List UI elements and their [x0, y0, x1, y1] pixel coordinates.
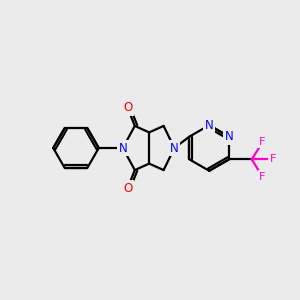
Text: F: F — [260, 172, 266, 182]
Text: O: O — [123, 101, 132, 114]
Text: N: N — [170, 142, 179, 154]
Text: F: F — [260, 137, 266, 147]
Text: F: F — [270, 154, 276, 164]
Text: N: N — [118, 142, 127, 154]
Text: N: N — [205, 119, 214, 132]
Text: O: O — [123, 182, 132, 195]
Text: N: N — [225, 130, 233, 143]
